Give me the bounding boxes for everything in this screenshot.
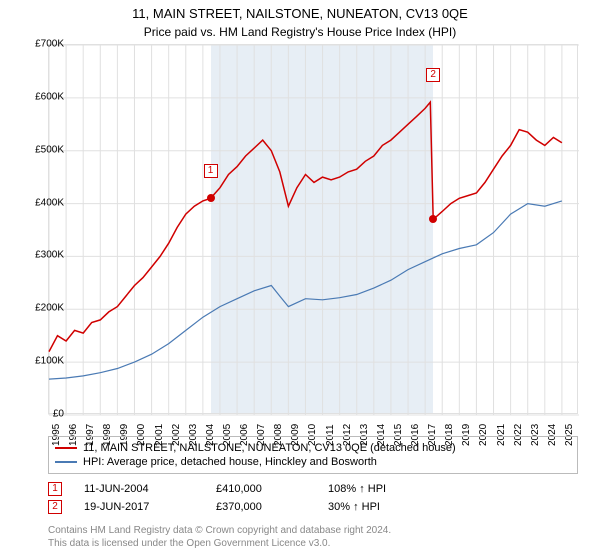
chart-svg bbox=[49, 45, 577, 413]
y-tick-label: £0 bbox=[53, 409, 64, 420]
transaction-marker: 1 bbox=[48, 482, 62, 496]
sale-marker-dot bbox=[207, 194, 215, 202]
transaction-table: 1 11-JUN-2004 £410,000 108% ↑ HPI 2 19-JUN-20… bbox=[48, 480, 418, 516]
transaction-date: 19-JUN-2017 bbox=[84, 501, 194, 513]
chart-title: 11, MAIN STREET, NAILSTONE, NUNEATON, CV… bbox=[0, 0, 600, 21]
transaction-row: 1 11-JUN-2004 £410,000 108% ↑ HPI bbox=[48, 480, 418, 498]
plot-area: 12 bbox=[48, 44, 578, 414]
y-tick-label: £600K bbox=[35, 91, 64, 102]
transaction-price: £410,000 bbox=[216, 483, 306, 495]
legend-swatch bbox=[55, 447, 77, 449]
legend-label: HPI: Average price, detached house, Hinc… bbox=[83, 456, 377, 468]
y-tick-label: £500K bbox=[35, 144, 64, 155]
footer-line: This data is licensed under the Open Gov… bbox=[48, 537, 391, 550]
legend-item: 11, MAIN STREET, NAILSTONE, NUNEATON, CV… bbox=[55, 441, 571, 455]
legend-label: 11, MAIN STREET, NAILSTONE, NUNEATON, CV… bbox=[83, 442, 456, 454]
sale-marker-box: 1 bbox=[204, 164, 218, 178]
chart-container: 11, MAIN STREET, NAILSTONE, NUNEATON, CV… bbox=[0, 0, 600, 560]
transaction-price: £370,000 bbox=[216, 501, 306, 513]
y-tick-label: £700K bbox=[35, 39, 64, 50]
transaction-delta: 108% ↑ HPI bbox=[328, 483, 418, 495]
legend: 11, MAIN STREET, NAILSTONE, NUNEATON, CV… bbox=[48, 436, 578, 474]
footer-attribution: Contains HM Land Registry data © Crown c… bbox=[48, 524, 391, 550]
y-tick-label: £400K bbox=[35, 197, 64, 208]
sale-marker-box: 2 bbox=[426, 68, 440, 82]
legend-swatch bbox=[55, 461, 77, 463]
transaction-row: 2 19-JUN-2017 £370,000 30% ↑ HPI bbox=[48, 498, 418, 516]
chart-subtitle: Price paid vs. HM Land Registry's House … bbox=[0, 21, 600, 39]
footer-line: Contains HM Land Registry data © Crown c… bbox=[48, 524, 391, 537]
transaction-marker: 2 bbox=[48, 500, 62, 514]
y-tick-label: £100K bbox=[35, 356, 64, 367]
transaction-delta: 30% ↑ HPI bbox=[328, 501, 418, 513]
sale-marker-dot bbox=[429, 215, 437, 223]
y-tick-label: £300K bbox=[35, 250, 64, 261]
y-tick-label: £200K bbox=[35, 303, 64, 314]
legend-item: HPI: Average price, detached house, Hinc… bbox=[55, 455, 571, 469]
transaction-date: 11-JUN-2004 bbox=[84, 483, 194, 495]
